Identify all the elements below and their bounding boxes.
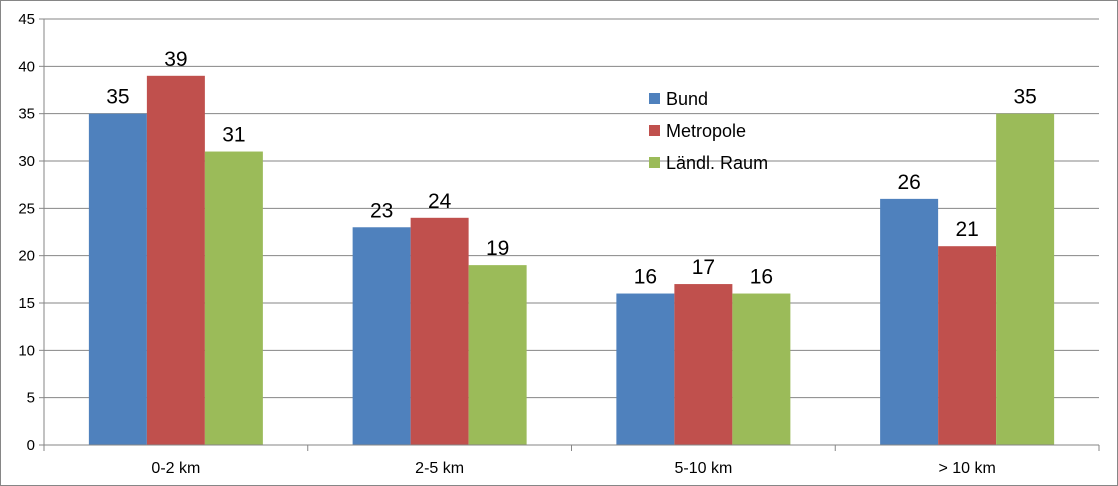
y-tick-label: 10	[18, 342, 35, 359]
x-tick-label: 2-5 km	[415, 460, 464, 477]
legend-swatch	[649, 125, 660, 136]
bar	[410, 217, 469, 445]
y-tick-label: 35	[18, 106, 35, 123]
bar	[88, 113, 147, 446]
bar	[146, 75, 205, 446]
x-tick-label: 0-2 km	[151, 460, 200, 477]
bar	[204, 151, 263, 446]
legend-label: Metropole	[666, 121, 746, 141]
y-tick-label: 45	[18, 11, 35, 28]
y-tick-label: 5	[27, 390, 35, 407]
data-label: 24	[428, 190, 452, 213]
y-tick-label: 25	[18, 200, 35, 217]
data-label: 35	[1013, 86, 1036, 109]
y-tick-label: 30	[18, 153, 35, 170]
data-label: 26	[897, 171, 920, 194]
legend-label: Ländl. Raum	[666, 153, 768, 173]
data-label: 17	[692, 256, 715, 279]
y-tick-label: 15	[18, 295, 35, 312]
data-label: 16	[634, 266, 657, 289]
data-label: 21	[955, 218, 978, 241]
bar	[880, 198, 939, 445]
y-tick-label: 40	[18, 58, 35, 75]
legend-swatch	[649, 157, 660, 168]
x-tick-label: 5-10 km	[674, 460, 732, 477]
bar	[674, 284, 733, 445]
data-label: 23	[370, 199, 393, 222]
bars	[88, 75, 1055, 446]
legend: Bund Metropole Ländl. Raum	[649, 89, 768, 173]
data-labels: 35 39 31 23 24 19 16 17 16 26 21 35	[106, 48, 1037, 289]
bar	[468, 265, 527, 445]
data-label: 35	[106, 86, 129, 109]
data-label: 39	[164, 48, 187, 71]
data-label: 19	[486, 237, 509, 260]
bar	[616, 293, 675, 445]
axes: 0 5 10 15 20 25 30 35 40 45 0-2 km 2-5 km 5-10 km > 1…	[18, 11, 1100, 477]
legend-swatch	[649, 93, 660, 104]
bar	[352, 227, 411, 445]
bar	[938, 246, 997, 445]
y-tick-label: 20	[18, 248, 35, 265]
data-label: 16	[750, 266, 773, 289]
legend-label: Bund	[666, 89, 708, 109]
bar	[732, 293, 791, 445]
x-tick-label: > 10 km	[938, 460, 995, 477]
bar	[996, 113, 1055, 446]
data-label: 31	[222, 124, 245, 147]
y-tick-label: 0	[27, 437, 35, 454]
